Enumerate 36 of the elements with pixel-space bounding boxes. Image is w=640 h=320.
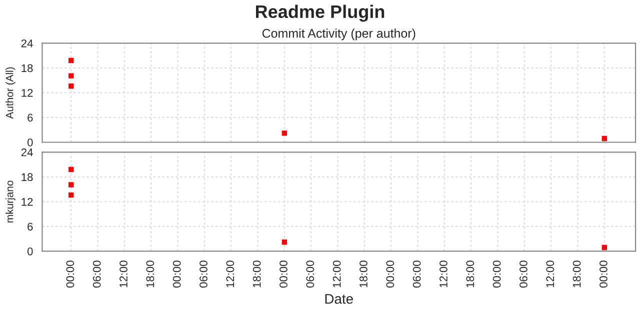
y-axis-title: Author (All) [6, 67, 16, 119]
x-tick-label: 00:00 [280, 260, 288, 288]
x-tick-label: 00:00 [492, 260, 501, 288]
x-tick-label: 12:00 [332, 260, 341, 288]
x-tick-label: 06:00 [412, 260, 421, 288]
x-tick-label: 00:00 [66, 260, 74, 288]
x-tick-label: 18:00 [360, 260, 368, 288]
x-tick-label: 12:00 [226, 260, 234, 288]
y-tick-label: 6 [28, 222, 33, 231]
x-axis-title: Date [325, 294, 353, 304]
x-tick-label: 12:00 [120, 260, 128, 288]
x-tick-label: 00:00 [600, 260, 608, 288]
chart-subtitle: Commit Activity (per author) [262, 28, 416, 40]
x-tick-label: 06:00 [200, 260, 208, 288]
x-tick-label: 12:00 [440, 260, 448, 288]
x-tick-label: 18:00 [146, 260, 154, 288]
x-tick-label: 18:00 [572, 260, 581, 288]
x-tick-label: 12:00 [546, 260, 554, 288]
x-tick-label: 18:00 [252, 260, 261, 288]
x-tick-label: 06:00 [306, 260, 314, 288]
y-tick-label: 12 [22, 88, 33, 97]
y-tick-label: 0 [27, 138, 33, 146]
x-tick-label: 06:00 [520, 260, 528, 288]
x-tick-label: 18:00 [466, 260, 474, 288]
y-tick-label: 24 [21, 39, 33, 48]
y-tick-label: 0 [27, 247, 33, 256]
y-tick-label: 12 [22, 198, 33, 206]
x-tick-label: 06:00 [92, 260, 101, 288]
y-tick-label: 18 [22, 173, 33, 182]
chart-title: Readme Plugin [256, 4, 384, 22]
y-tick-label: 18 [22, 64, 33, 72]
x-tick-label: 00:00 [172, 260, 181, 288]
y-tick-label: 6 [28, 114, 33, 122]
y-tick-label: 24 [21, 148, 33, 156]
x-tick-label: 00:00 [386, 260, 394, 288]
y-axis-title: mkurjano [6, 180, 16, 222]
